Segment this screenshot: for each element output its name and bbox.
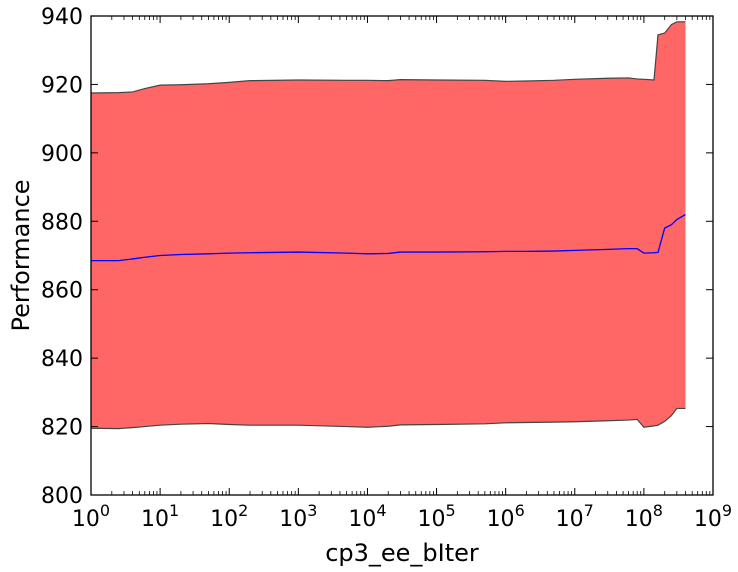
- plot-content: [90, 21, 686, 430]
- y-tick-label: 800: [41, 484, 83, 509]
- y-axis-ticks: 800 820 840 860 880 900 920 940: [41, 5, 713, 509]
- x-tick-label: 106: [487, 501, 525, 532]
- mean-line: [91, 213, 686, 262]
- x-tick-label: 109: [694, 501, 732, 532]
- y-tick-label: 940: [41, 5, 83, 30]
- y-tick-label: 840: [41, 347, 83, 372]
- x-tick-label: 107: [556, 501, 594, 532]
- confidence-band: [91, 21, 686, 429]
- x-tick-label: 104: [348, 501, 386, 532]
- x-tick-label: 108: [625, 501, 663, 532]
- x-axis-label: cp3_ee_bIter: [325, 539, 479, 567]
- y-axis-label: Performance: [7, 179, 35, 331]
- upper-bound-line: [90, 21, 686, 94]
- y-tick-label: 820: [41, 416, 83, 441]
- y-tick-label: 900: [41, 142, 83, 167]
- y-tick-label: 920: [41, 73, 83, 98]
- x-axis-ticks: 100 101 102 103 104 105 106 107 108 109: [72, 16, 732, 532]
- y-tick-label: 860: [41, 279, 83, 304]
- lower-bound-line: [90, 407, 686, 430]
- x-tick-label: 101: [141, 501, 179, 532]
- x-tick-label: 100: [72, 501, 110, 532]
- plot-frame: [90, 15, 714, 496]
- x-tick-label: 102: [210, 501, 248, 532]
- y-tick-label: 880: [41, 210, 83, 235]
- x-tick-label: 103: [279, 501, 317, 532]
- x-tick-label: 105: [417, 501, 455, 532]
